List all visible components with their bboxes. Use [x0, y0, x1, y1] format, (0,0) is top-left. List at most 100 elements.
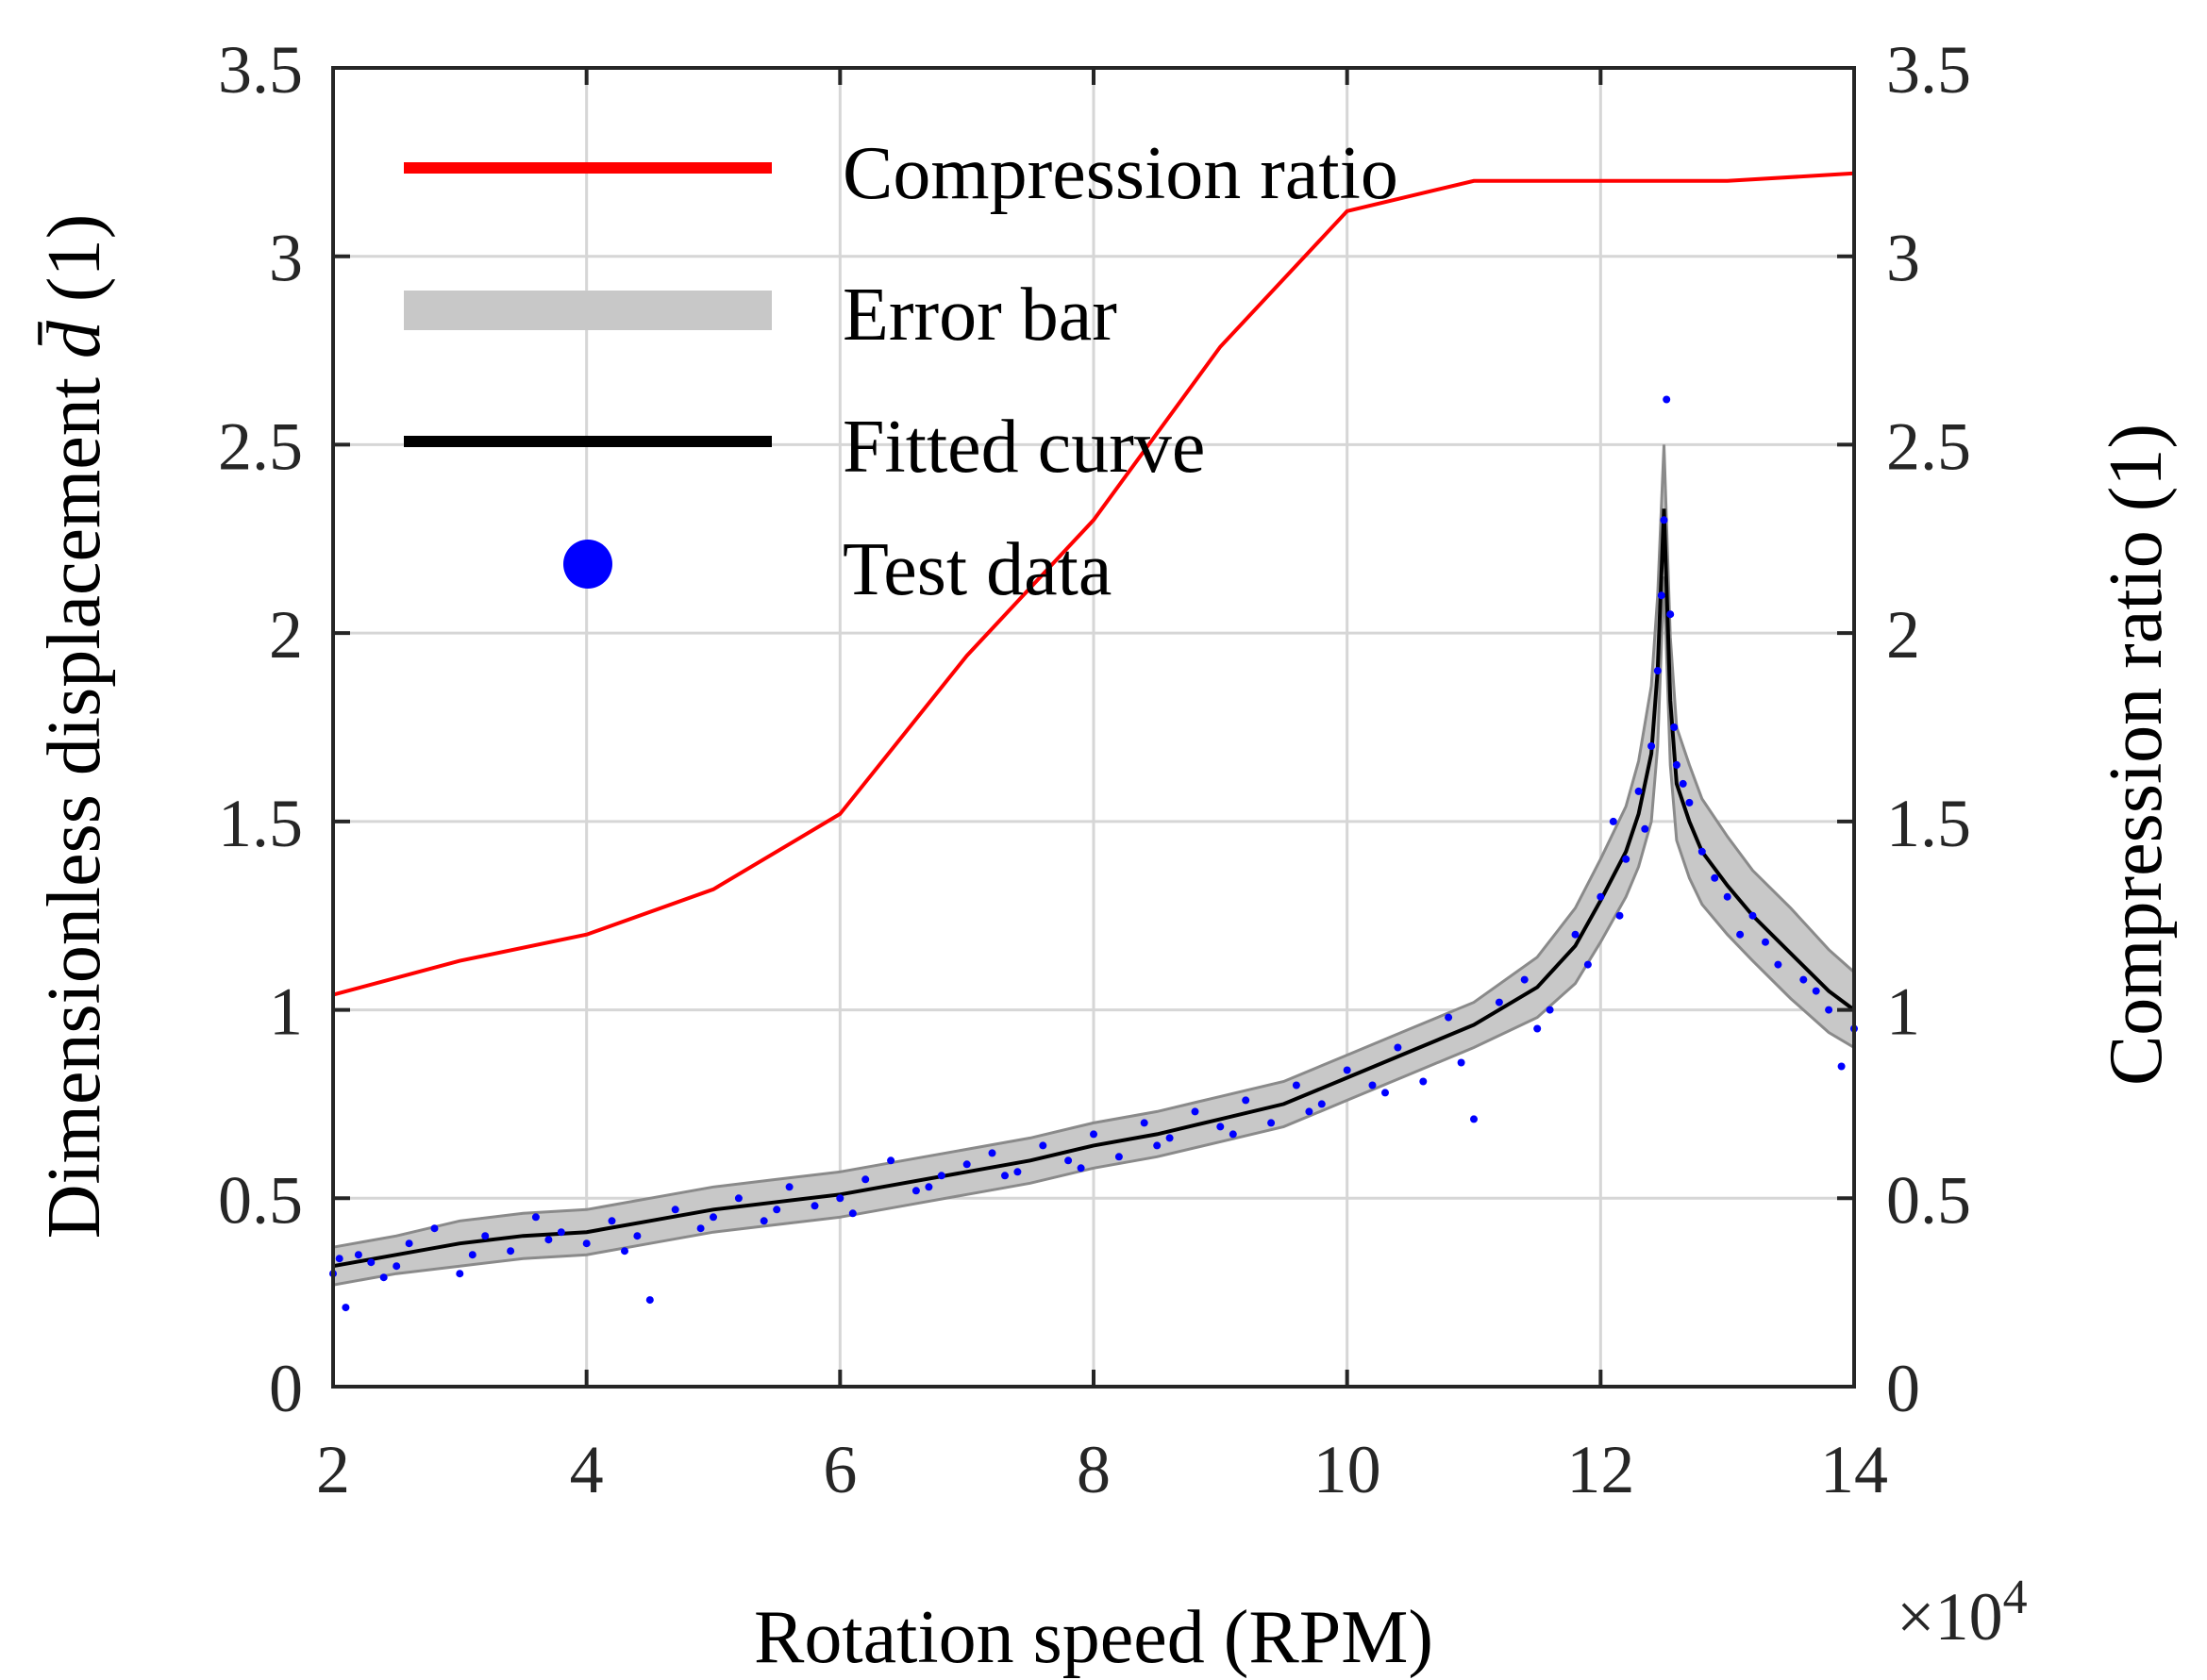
test-data-point [379, 1273, 388, 1282]
test-data-point [773, 1206, 781, 1214]
test-data-point [988, 1149, 996, 1157]
test-data-point [1470, 1115, 1478, 1123]
test-data-point [1641, 824, 1649, 833]
test-data-point [1267, 1119, 1276, 1127]
test-data-point [671, 1206, 679, 1214]
y-left-tick-label: 1.5 [218, 786, 303, 861]
test-data-point [1153, 1141, 1162, 1150]
test-data-point [1394, 1043, 1402, 1052]
legend-swatch-error-bar [404, 291, 772, 330]
test-data-point [1165, 1134, 1174, 1142]
test-data-point [1774, 960, 1782, 969]
y-right-tick-label: 2.5 [1886, 408, 1971, 484]
test-data-point [1762, 938, 1769, 946]
test-data-point [608, 1217, 616, 1225]
y-left-tick-label: 0.5 [218, 1162, 303, 1238]
test-data-point [354, 1251, 362, 1259]
test-data-point [1317, 1100, 1326, 1108]
test-data-point [861, 1175, 870, 1184]
test-data-point [1679, 779, 1687, 788]
series-layer [332, 171, 1856, 1269]
y-left-tick-label: 2 [269, 597, 303, 673]
test-data-point [1666, 610, 1675, 619]
test-data-point [342, 1304, 350, 1312]
test-data-point [962, 1160, 971, 1169]
test-data-point [1520, 975, 1529, 984]
test-data-point [621, 1247, 628, 1256]
test-data-point [430, 1224, 439, 1233]
y-right-tick-label: 2 [1886, 597, 1920, 673]
legend-label-compression-ratio: Compression ratio [843, 132, 1398, 215]
test-data-point [456, 1270, 464, 1278]
x-tick-labels: 2 4 6 8 10 12 14 [316, 1432, 1888, 1507]
x-tick-label: 10 [1313, 1432, 1381, 1507]
test-data-point [481, 1232, 490, 1240]
test-data-point [1609, 817, 1617, 825]
test-data-point [1343, 1066, 1351, 1074]
test-data-point [1140, 1119, 1148, 1127]
x-tick-label: 12 [1566, 1432, 1634, 1507]
y-left-tick-label: 3 [269, 221, 303, 296]
test-data-point [1634, 787, 1643, 795]
x-multiplier-exponent: 4 [2003, 1571, 2028, 1624]
y-right-tick-label: 0 [1886, 1351, 1920, 1426]
test-data-point [1191, 1107, 1199, 1116]
test-data-point [811, 1202, 819, 1210]
test-data-point [734, 1194, 743, 1203]
y-left-title-text: Dimensionless displacement [33, 377, 116, 1239]
test-data-point [1368, 1081, 1377, 1090]
test-data-point [1825, 1006, 1833, 1014]
legend-label-test-data: Test data [843, 528, 1112, 611]
test-data-point [1812, 987, 1820, 995]
test-data-point [1419, 1077, 1428, 1086]
test-data-point [785, 1183, 794, 1191]
test-data-point [1114, 1153, 1123, 1161]
test-data-point [937, 1172, 945, 1180]
test-data-point [557, 1228, 565, 1237]
y-left-title-unit: (1) [33, 214, 116, 302]
y-left-tick-label: 2.5 [218, 408, 303, 484]
x-tick-label: 8 [1077, 1432, 1111, 1507]
y-left-axis-title: Dimensionless displacement d̄ (1) [33, 214, 116, 1239]
legend: Compression ratio Error bar Fitted curve… [404, 132, 1398, 611]
test-data-point [1013, 1168, 1022, 1176]
test-data-point [1672, 760, 1680, 769]
test-data-point [1077, 1164, 1085, 1173]
test-data-point [582, 1239, 591, 1248]
y-right-tick-label: 0.5 [1886, 1162, 1971, 1238]
test-data-point [1064, 1156, 1073, 1165]
test-data-point [1660, 516, 1668, 524]
test-data-point [1216, 1123, 1225, 1131]
test-data-point [1711, 873, 1719, 882]
test-data-point [1039, 1141, 1047, 1150]
test-data-point [1597, 892, 1605, 901]
x-axis-title: Rotation speed (RPM) [754, 1596, 1433, 1679]
x-tick-label: 6 [823, 1432, 857, 1507]
test-data-point [911, 1187, 920, 1195]
test-data-point [1090, 1130, 1097, 1139]
grid [333, 68, 1854, 1387]
test-data-point [1292, 1081, 1300, 1090]
test-data-point [1615, 911, 1624, 920]
test-data-point [633, 1232, 642, 1240]
test-data-point [544, 1236, 553, 1244]
test-data-point [405, 1239, 413, 1248]
test-data-point [1242, 1096, 1250, 1105]
test-data-point [696, 1224, 705, 1233]
x-tick-label: 14 [1820, 1432, 1888, 1507]
test-data-point [1697, 847, 1706, 856]
test-data-point [367, 1258, 376, 1267]
legend-label-fitted-curve: Fitted curve [843, 406, 1205, 489]
test-data-point [1445, 1013, 1453, 1022]
fitted-curve-line [332, 508, 1856, 1269]
test-data-point [710, 1213, 717, 1222]
y-right-tick-label: 1 [1886, 974, 1920, 1050]
test-data-point [1748, 911, 1757, 920]
x-multiplier-base: ×10 [1897, 1579, 2003, 1655]
test-data-point [468, 1251, 477, 1259]
test-data-point [393, 1262, 401, 1271]
test-data-point [1837, 1062, 1846, 1071]
tick-marks [331, 66, 1856, 1389]
test-data-point [848, 1209, 857, 1218]
test-data-point [1736, 930, 1745, 939]
